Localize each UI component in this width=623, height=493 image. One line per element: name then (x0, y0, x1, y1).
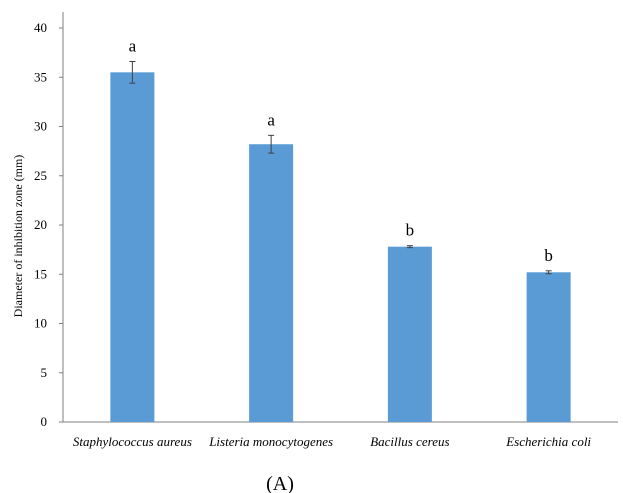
error-bar (129, 60, 136, 84)
y-tick-label: 30 (34, 119, 47, 134)
y-tick-label: 0 (41, 414, 48, 429)
error-bar (268, 134, 275, 154)
error-bars (129, 60, 552, 275)
bars (110, 72, 571, 423)
bar (110, 72, 155, 422)
x-category-label: Escherichia coli (505, 434, 591, 449)
significance-letter: a (267, 110, 275, 129)
x-category-label: Listeria monocytogenes (208, 434, 333, 449)
x-category-label: Staphylococcus aureus (73, 434, 192, 449)
y-axis: 0 5 10 15 20 25 30 35 40 (34, 12, 64, 429)
panel-label: (A) (266, 473, 294, 493)
y-axis-label: Diameter of inhibition zone (mm) (11, 155, 25, 318)
category-labels: Staphylococcus aureus Listeria monocytoge… (73, 434, 592, 449)
x-category-label: Bacillus cereus (370, 434, 449, 449)
y-tick-label: 5 (41, 365, 48, 380)
significance-letter: a (129, 36, 137, 55)
error-bar (545, 270, 552, 275)
bar (526, 272, 571, 422)
significance-letter: b (406, 221, 415, 240)
bar (249, 144, 294, 423)
y-tick-label: 25 (34, 168, 47, 183)
y-tick-label: 35 (34, 69, 47, 84)
y-tick-label: 15 (34, 266, 47, 281)
y-tick-label: 10 (34, 316, 47, 331)
error-bar (406, 245, 413, 249)
significance-letters: a a b b (129, 36, 553, 264)
y-tick-label: 20 (34, 217, 47, 232)
significance-letter: b (544, 246, 553, 265)
y-tick-label: 40 (34, 20, 47, 35)
bar (387, 246, 432, 422)
